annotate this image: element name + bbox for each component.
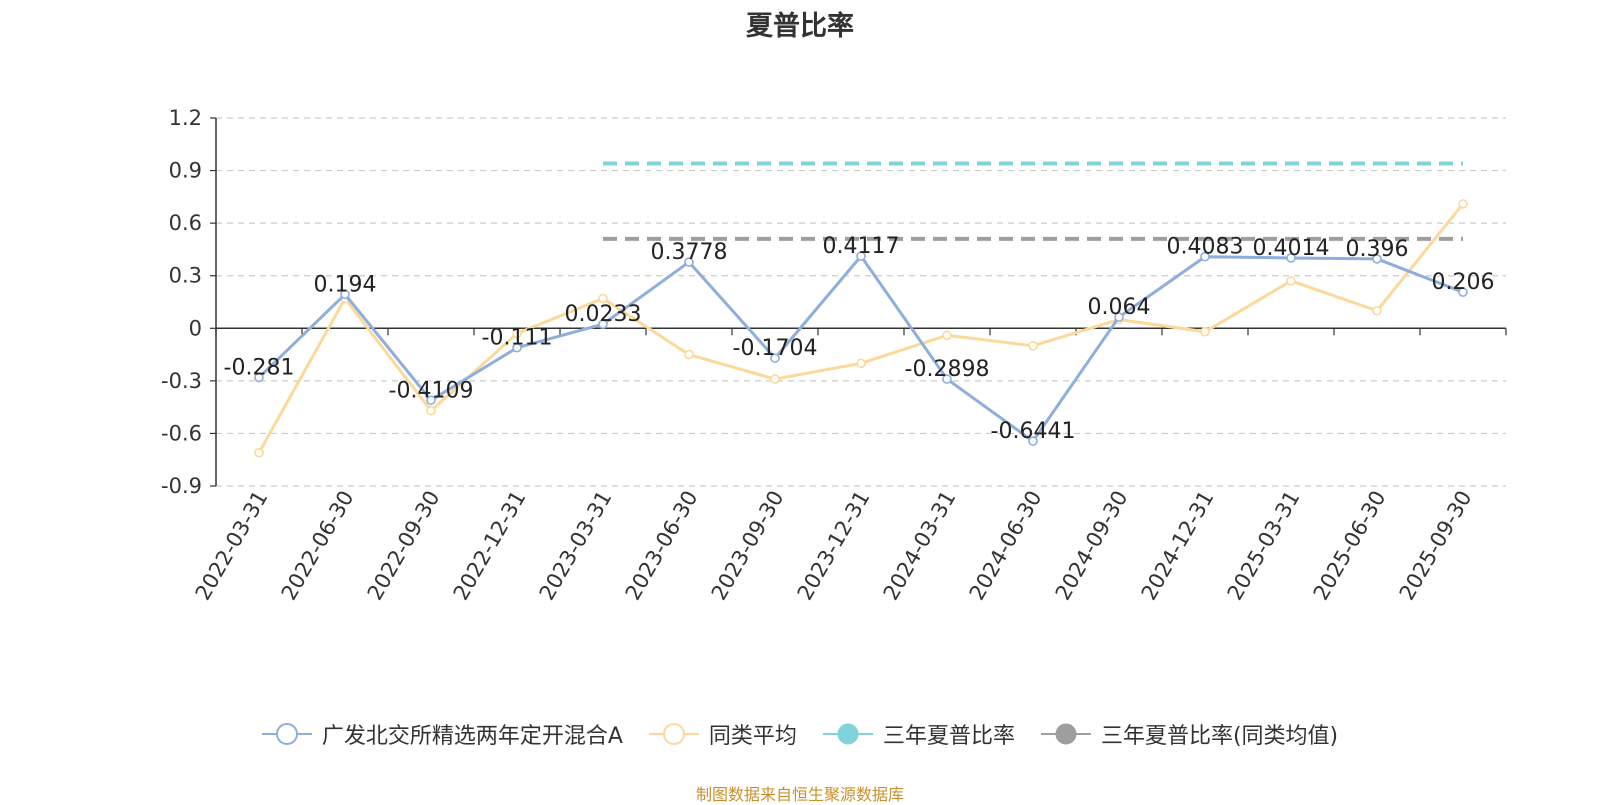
legend-label: 三年夏普比率(同类均值) — [1100, 724, 1339, 749]
data-point — [254, 372, 264, 383]
data-point — [856, 251, 866, 261]
data-point — [254, 447, 264, 458]
data-label: 0.064 — [1088, 295, 1151, 320]
data-point — [1286, 276, 1296, 286]
x-tick-label: 2023-09-30 — [707, 487, 789, 605]
y-tick-label: -0.6 — [161, 421, 202, 445]
series-line — [257, 254, 1464, 443]
legend-item[interactable]: 广发北交所精选两年定开混合A — [261, 718, 623, 750]
data-label: -0.281 — [224, 356, 295, 381]
data-point — [770, 353, 780, 363]
data-point — [1286, 253, 1296, 263]
legend-hollow-circle-icon — [261, 723, 312, 745]
data-point — [598, 319, 608, 330]
data-point — [1114, 312, 1124, 322]
x-tick-label: 2022-03-31 — [191, 487, 273, 605]
y-tick-label: -0.3 — [161, 369, 202, 393]
legend-item[interactable]: 同类平均 — [648, 718, 797, 750]
x-tick-label: 2023-03-31 — [535, 487, 617, 605]
x-tick-label: 2024-09-30 — [1051, 487, 1133, 605]
data-point — [856, 358, 866, 369]
data-label: -0.111 — [482, 326, 553, 351]
data-label: 0.396 — [1346, 237, 1409, 262]
footer-source: 制图数据来自恒生聚源数据库 — [695, 785, 904, 804]
x-tick-label: 2022-12-31 — [449, 487, 531, 605]
data-label: 0.3778 — [651, 240, 728, 265]
data-point — [684, 257, 694, 267]
data-label: 0.194 — [314, 272, 377, 297]
data-point — [1028, 341, 1038, 351]
data-point — [1458, 199, 1468, 209]
data-label: -0.1704 — [733, 336, 818, 361]
data-point — [512, 328, 522, 339]
y-tick-label: 1.2 — [169, 106, 202, 130]
data-point — [684, 349, 694, 360]
legend-label: 同类平均 — [708, 724, 797, 749]
legend: 广发北交所精选两年定开混合A 同类平均 三年夏普比率 三年夏普比率(同类均值) — [0, 718, 1600, 750]
data-point — [426, 405, 436, 416]
data-label: -0.4109 — [389, 378, 474, 403]
data-label: -0.6441 — [991, 419, 1076, 444]
legend-item[interactable]: 三年夏普比率 — [822, 718, 1015, 750]
data-label: 0.0233 — [565, 302, 642, 327]
data-point — [1372, 254, 1382, 264]
data-point — [770, 374, 780, 384]
data-label: 0.4117 — [823, 234, 900, 259]
data-point — [1200, 251, 1210, 262]
x-tick-label: 2022-06-30 — [277, 487, 359, 605]
legend-hollow-circle-icon — [648, 723, 699, 745]
data-point — [1372, 305, 1382, 316]
legend-filled-circle-icon — [1040, 723, 1091, 745]
y-tick-label: 0.9 — [169, 159, 202, 183]
x-tick-label: 2025-06-30 — [1309, 487, 1391, 605]
data-label: -0.2898 — [905, 357, 990, 382]
x-tick-label: 2025-09-30 — [1395, 487, 1477, 605]
legend-label: 三年夏普比率 — [882, 724, 1015, 749]
x-tick-label: 2025-03-31 — [1223, 487, 1305, 605]
data-point — [426, 395, 436, 406]
y-tick-label: 0 — [189, 316, 202, 340]
x-tick-label: 2024-06-30 — [965, 487, 1047, 605]
y-tick-label: 0.6 — [169, 211, 202, 235]
legend-filled-circle-icon — [822, 723, 873, 745]
data-point — [598, 293, 608, 304]
data-label: 0.4014 — [1253, 236, 1330, 261]
data-point — [942, 374, 952, 384]
x-tick-label: 2024-12-31 — [1137, 487, 1219, 605]
chart-title: 夏普比率 — [746, 11, 854, 42]
data-point — [1028, 436, 1038, 446]
y-tick-label: -0.9 — [161, 474, 202, 498]
data-point — [340, 289, 350, 300]
data-point — [1200, 326, 1210, 337]
data-label: 0.206 — [1432, 270, 1495, 295]
data-label: 0.4083 — [1167, 235, 1244, 260]
x-tick-label: 2024-03-31 — [879, 487, 961, 605]
y-tick-label: 0.3 — [169, 264, 202, 288]
x-tick-label: 2023-12-31 — [793, 487, 875, 605]
legend-item[interactable]: 三年夏普比率(同类均值) — [1040, 718, 1339, 750]
data-point — [1458, 287, 1468, 297]
x-tick-label: 2022-09-30 — [363, 487, 445, 605]
x-tick-label: 2023-06-30 — [621, 487, 703, 605]
legend-label: 广发北交所精选两年定开混合A — [321, 724, 623, 749]
data-point — [512, 342, 522, 353]
data-point — [942, 330, 952, 341]
